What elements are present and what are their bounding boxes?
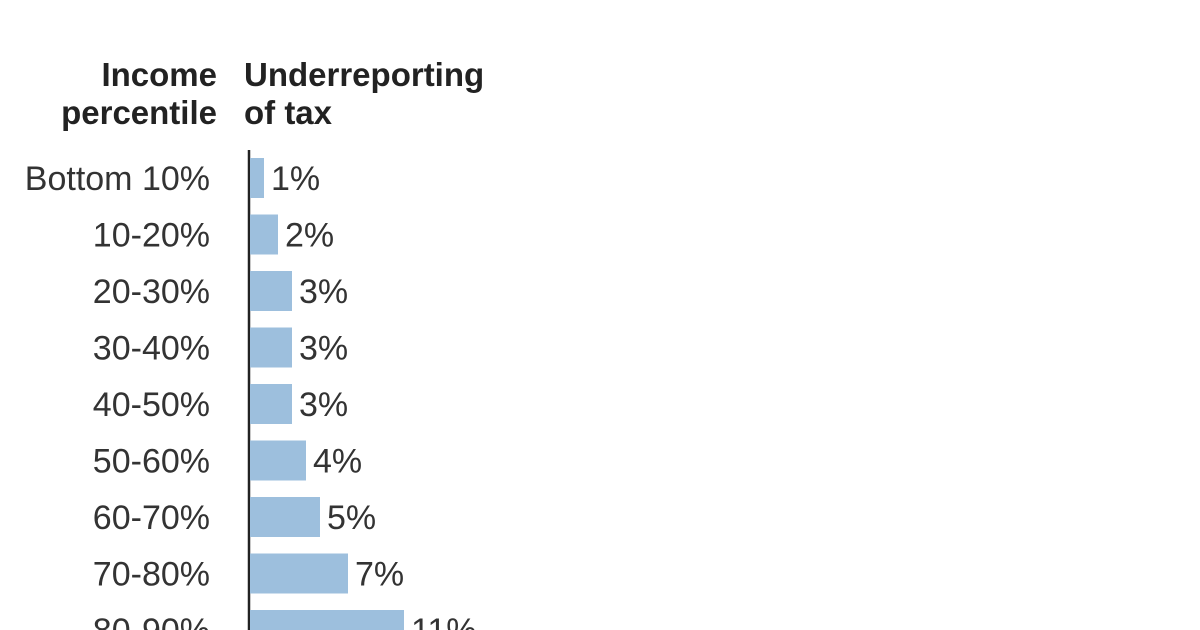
category-label: Bottom 10% (25, 160, 210, 198)
value-label: 7% (355, 556, 404, 594)
x-axis-title-line-2: of tax (244, 94, 333, 131)
category-label: 30-40% (93, 330, 210, 368)
y-axis-title-line-2: percentile (61, 94, 217, 131)
value-label: 3% (299, 386, 348, 424)
category-label: 20-30% (93, 273, 210, 311)
bar (250, 158, 264, 198)
category-label: 80-90% (93, 612, 210, 630)
value-label: 3% (299, 330, 348, 368)
value-label: 1% (271, 160, 320, 198)
category-label: 70-80% (93, 556, 210, 594)
value-label: 5% (327, 499, 376, 537)
bar (250, 553, 348, 594)
y-axis-title-line-1: Income (101, 56, 217, 93)
bar (250, 440, 306, 481)
x-axis-title: Underreporting of tax (244, 56, 564, 132)
bar (250, 384, 292, 424)
x-axis-title-line-1: Underreporting (244, 56, 485, 93)
value-label: 3% (299, 273, 348, 311)
category-label: 50-60% (93, 443, 210, 481)
value-label: 11% (411, 612, 477, 630)
bar (250, 327, 292, 368)
category-label: 10-20% (93, 217, 210, 255)
category-label: 60-70% (93, 499, 210, 537)
value-label: 4% (313, 443, 362, 481)
bar (250, 497, 320, 537)
bar (250, 214, 278, 255)
bar (250, 271, 292, 311)
y-axis-title: Income percentile (0, 56, 217, 132)
bar (250, 610, 404, 630)
category-label: 40-50% (93, 386, 210, 424)
value-label: 2% (285, 217, 334, 255)
